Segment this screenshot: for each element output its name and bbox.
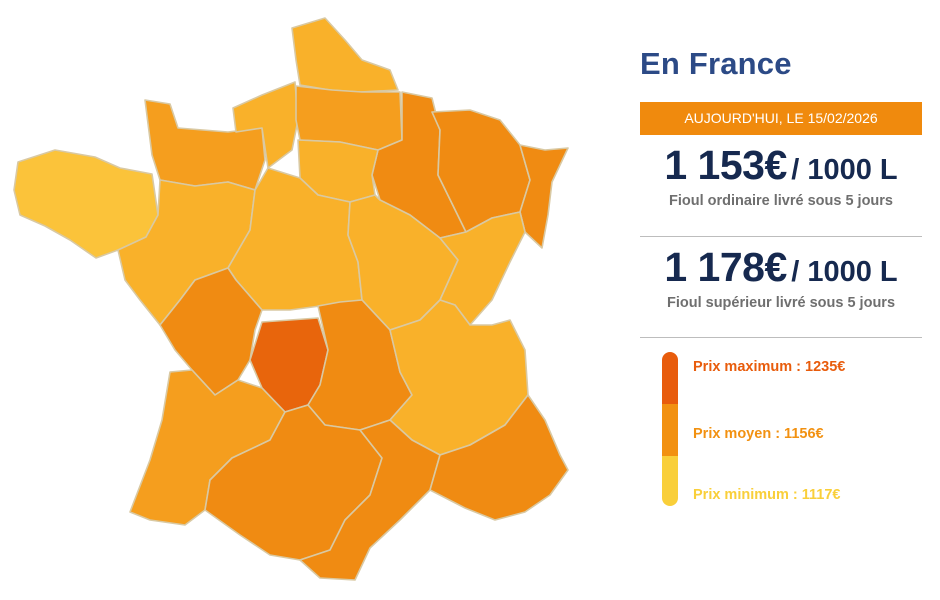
price-unit-ordinaire: / 1000 L — [791, 154, 898, 186]
legend-segment-max — [662, 352, 678, 404]
france-map — [13, 17, 569, 581]
page-title: En France — [640, 46, 792, 81]
price-desc-ordinaire: Fioul ordinaire livré sous 5 jours — [669, 193, 893, 209]
price-value-superieur: 1 178€ — [664, 244, 787, 290]
price-superieur: 1 178€ / 1000 L Fioul supérieur livré so… — [640, 244, 922, 311]
region-normandie-ouest[interactable] — [144, 99, 266, 191]
region-paca[interactable] — [429, 394, 569, 521]
region-normandie-est[interactable] — [232, 81, 299, 169]
legend-label-max: Prix maximum : 1235€ — [693, 359, 846, 375]
price-panel: En France AUJOURD'HUI, LE 15/02/2026 1 1… — [640, 0, 922, 600]
region-nord[interactable] — [291, 17, 399, 93]
date-banner: AUJOURD'HUI, LE 15/02/2026 — [640, 102, 922, 135]
legend-segment-min — [662, 456, 678, 506]
divider — [640, 236, 922, 237]
price-unit-superieur: / 1000 L — [791, 256, 898, 288]
legend-segment-avg — [662, 404, 678, 456]
price-desc-superieur: Fioul supérieur livré sous 5 jours — [666, 295, 896, 311]
legend-label-min: Prix minimum : 1117€ — [693, 487, 841, 503]
legend-label-avg: Prix moyen : 1156€ — [693, 426, 824, 442]
region-languedoc[interactable] — [299, 419, 441, 581]
price-value-ordinaire: 1 153€ — [664, 142, 787, 188]
divider — [640, 337, 922, 338]
price-ordinaire: 1 153€ / 1000 L Fioul ordinaire livré so… — [640, 142, 922, 209]
price-legend-bar — [662, 352, 678, 506]
region-franche-comte[interactable] — [439, 211, 526, 326]
region-alsace[interactable] — [519, 144, 569, 249]
